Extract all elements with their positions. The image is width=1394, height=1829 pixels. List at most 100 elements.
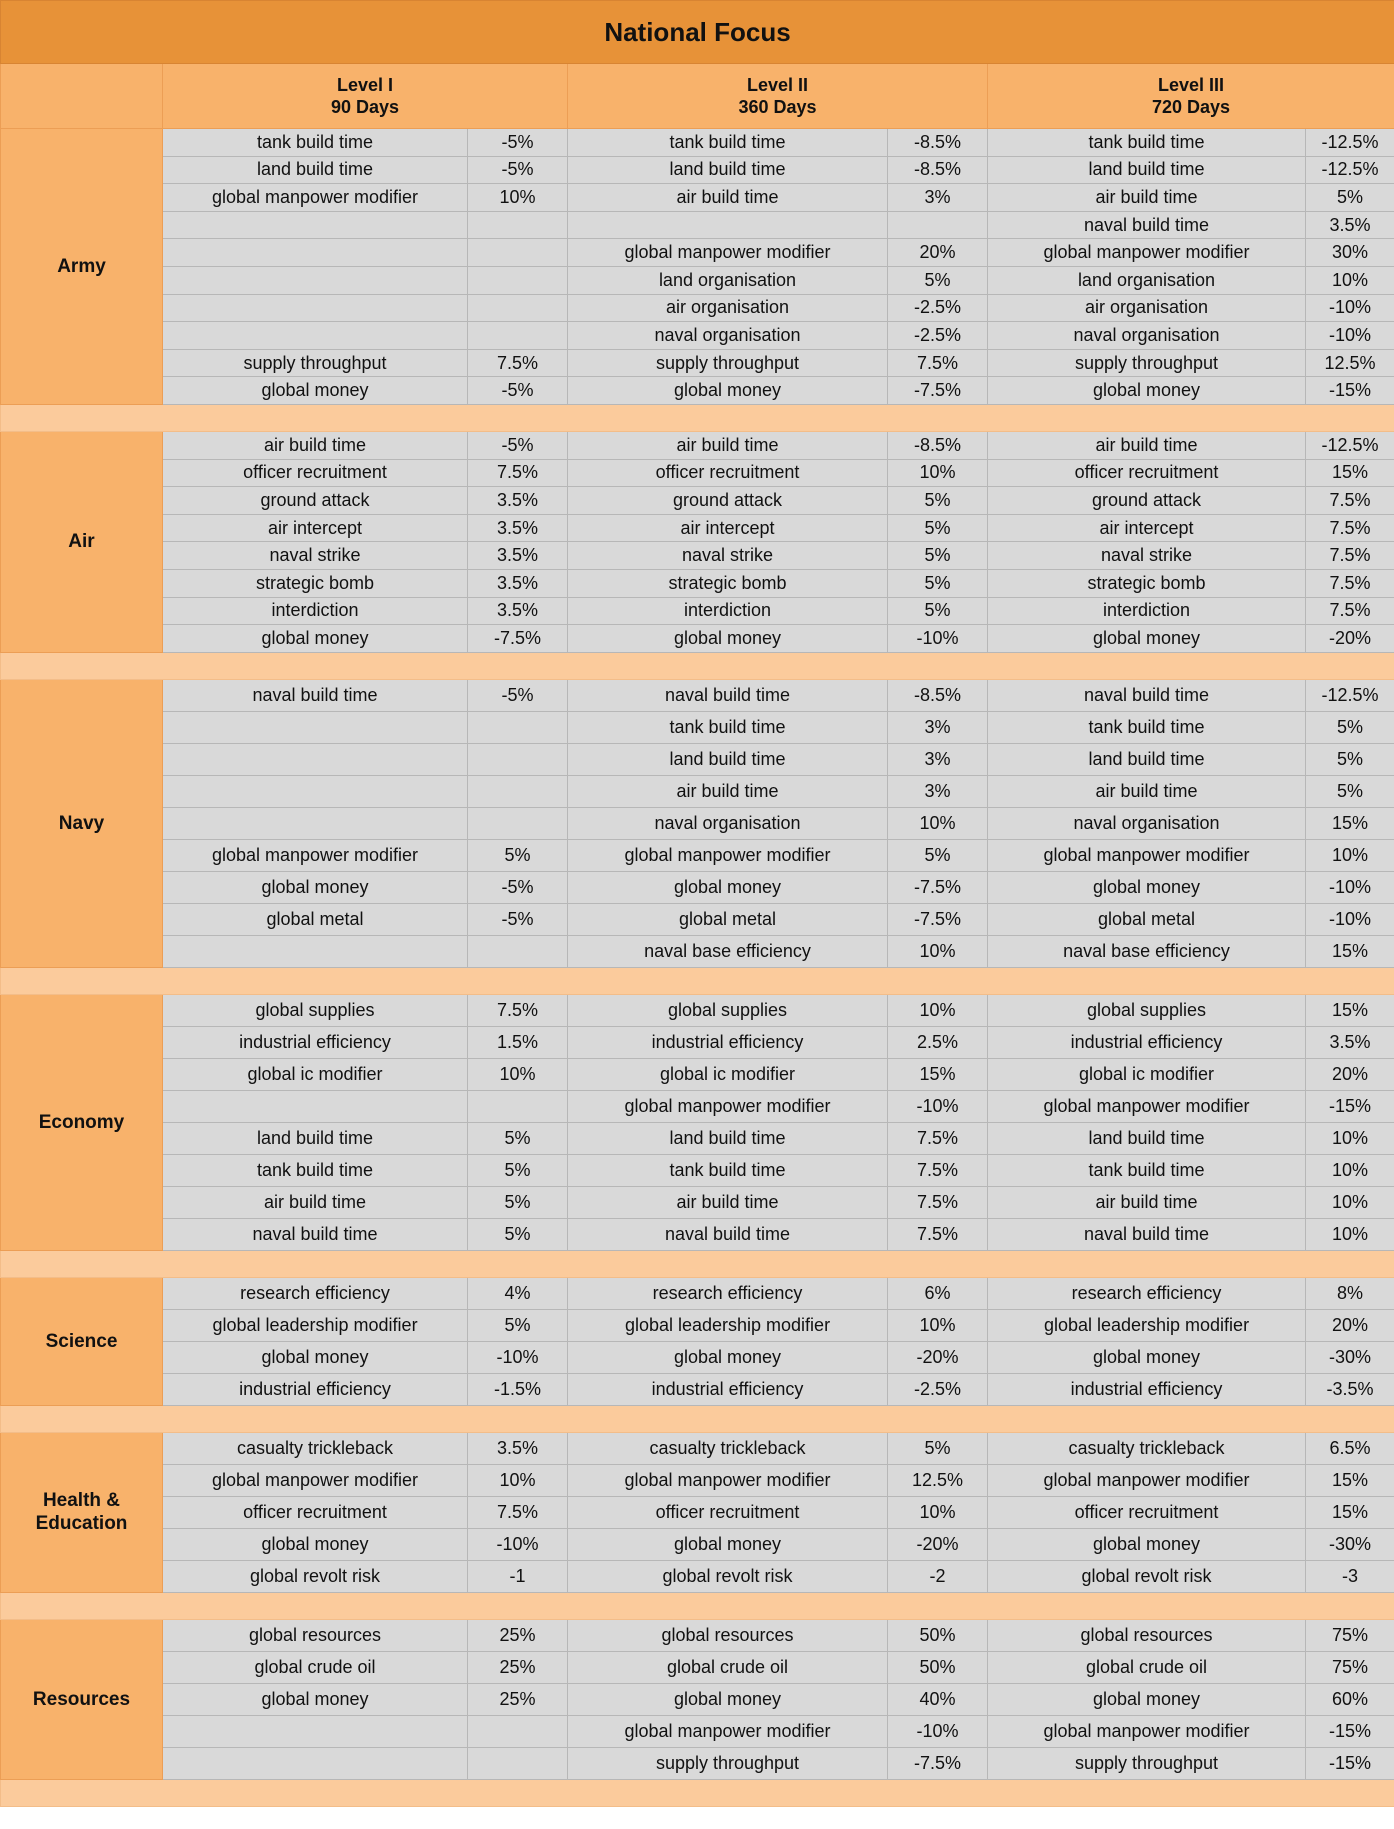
modifier-name: research efficiency [567,1276,888,1310]
modifier-name: global resources [162,1618,468,1652]
modifier-name: global manpower modifier [162,838,468,872]
modifier-name: global metal [567,902,888,936]
modifier-value: -12.5% [1305,678,1394,712]
modifier-name: ground attack [987,486,1306,515]
level-name: Level II [746,75,809,95]
level-name: Level III [1157,75,1225,95]
modifier-value: 10% [1305,1185,1394,1219]
modifier-value: -15% [1305,1714,1394,1748]
modifier-value [467,265,568,295]
modifier-name [162,710,468,744]
modifier-value: 7.5% [887,1185,988,1219]
modifier-name: ground attack [567,486,888,515]
modifier-value: -7.5% [887,902,988,936]
modifier-value: 5% [887,541,988,570]
modifier-name: air organisation [567,293,888,323]
modifier-name: officer recruitment [162,458,468,488]
modifier-name: global manpower modifier [567,1463,888,1497]
modifier-value: -7.5% [467,624,568,653]
table-row: global revolt risk -1 global revolt risk -2… [1,1559,1394,1593]
modifier-value: 20% [1305,1308,1394,1342]
modifier-name: global leadership modifier [567,1308,888,1342]
modifier-value: 15% [1305,806,1394,840]
table-row: naval organisation 10% naval organisation 1… [1,806,1394,840]
level-duration: 360 Days [738,97,817,117]
modifier-name: air intercept [162,513,468,543]
modifier-name: global manpower modifier [567,1089,888,1123]
modifier-value [467,293,568,323]
modifier-value: -12.5% [1305,155,1394,185]
modifier-value: -10% [887,1714,988,1748]
modifier-name: naval organisation [987,806,1306,840]
table-row: air intercept 3.5% air intercept 5% air inte… [1,513,1394,543]
modifier-value: 10% [1305,1153,1394,1187]
modifier-name: global money [162,1340,468,1374]
modifier-value: 7.5% [887,1217,988,1251]
modifier-value: -20% [1305,624,1394,653]
modifier-value: -3.5% [1305,1372,1394,1406]
modifier-value: -10% [887,1089,988,1123]
modifier-value: -8.5% [887,430,988,460]
modifier-value: 15% [1305,1495,1394,1529]
modifier-name [162,774,468,808]
modifier-name: tank build time [987,710,1306,744]
modifier-value: 40% [887,1682,988,1716]
table-row: Resources global resources 25% global resou… [0,1618,1394,1780]
modifier-name: global money [987,376,1306,405]
modifier-name: global money [987,1340,1306,1374]
modifier-value: 15% [1305,1463,1394,1497]
modifier-value: 10% [1305,265,1394,295]
modifier-value: 50% [887,1618,988,1652]
modifier-name: global ic modifier [567,1057,888,1091]
modifier-name: industrial efficiency [987,1025,1306,1059]
modifier-name: naval build time [162,678,468,712]
modifier-value [467,934,568,968]
table-row: global manpower modifier 10% air build tim… [1,183,1394,212]
modifier-name: naval strike [567,541,888,570]
modifier-name: global crude oil [162,1650,468,1684]
modifier-name: global supplies [567,993,888,1027]
modifier-name: global manpower modifier [987,1089,1306,1123]
modifier-value: 10% [1305,1121,1394,1155]
modifier-name: research efficiency [162,1276,468,1310]
modifier-name: casualty trickleback [162,1431,468,1465]
modifier-value: 8% [1305,1276,1394,1310]
modifier-name: officer recruitment [987,458,1306,488]
modifier-name: air build time [162,430,468,460]
modifier-name: air build time [567,1185,888,1219]
modifier-name: air build time [567,183,888,212]
modifier-name: strategic bomb [987,568,1306,598]
table-row: Navy naval build time -5% naval build time -… [0,678,1394,968]
modifier-value: 7.5% [467,348,568,378]
modifier-value: 10% [1305,838,1394,872]
modifier-name: global money [162,870,468,904]
modifier-name: global manpower modifier [162,1463,468,1497]
section-separator [0,651,1394,680]
modifier-name: global crude oil [987,1650,1306,1684]
modifier-value: -10% [1305,902,1394,936]
modifier-value: 5% [887,486,988,515]
level-header-3: Level III 720 Days [987,63,1394,129]
modifier-value: -15% [1305,1746,1394,1780]
modifier-name: global money [987,1527,1306,1561]
table-row: global manpower modifier -10% global manpo… [1,1089,1394,1123]
modifier-value: -12.5% [1305,128,1394,157]
separator-cell [0,651,1394,680]
table-row: global money -10% global money -20% global m… [1,1527,1394,1561]
modifier-name: land organisation [987,265,1306,295]
modifier-value: 10% [887,1308,988,1342]
modifier-value: 7.5% [1305,568,1394,598]
modifier-value: 10% [887,934,988,968]
header-corner [0,63,163,129]
modifier-name: global money [567,1527,888,1561]
table-row: air build time 3% air build time 5% [1,774,1394,808]
modifier-value: 5% [887,265,988,295]
category-label: Air [0,430,163,653]
table-row: officer recruitment 7.5% officer recruitme… [1,1495,1394,1529]
category-label: Navy [0,678,163,968]
modifier-value [467,742,568,776]
table-row: global crude oil 25% global crude oil 50% gl… [1,1650,1394,1684]
table-row: global ic modifier 10% global ic modifier 1… [1,1057,1394,1091]
modifier-value: 6.5% [1305,1431,1394,1465]
modifier-value: 7.5% [467,458,568,488]
